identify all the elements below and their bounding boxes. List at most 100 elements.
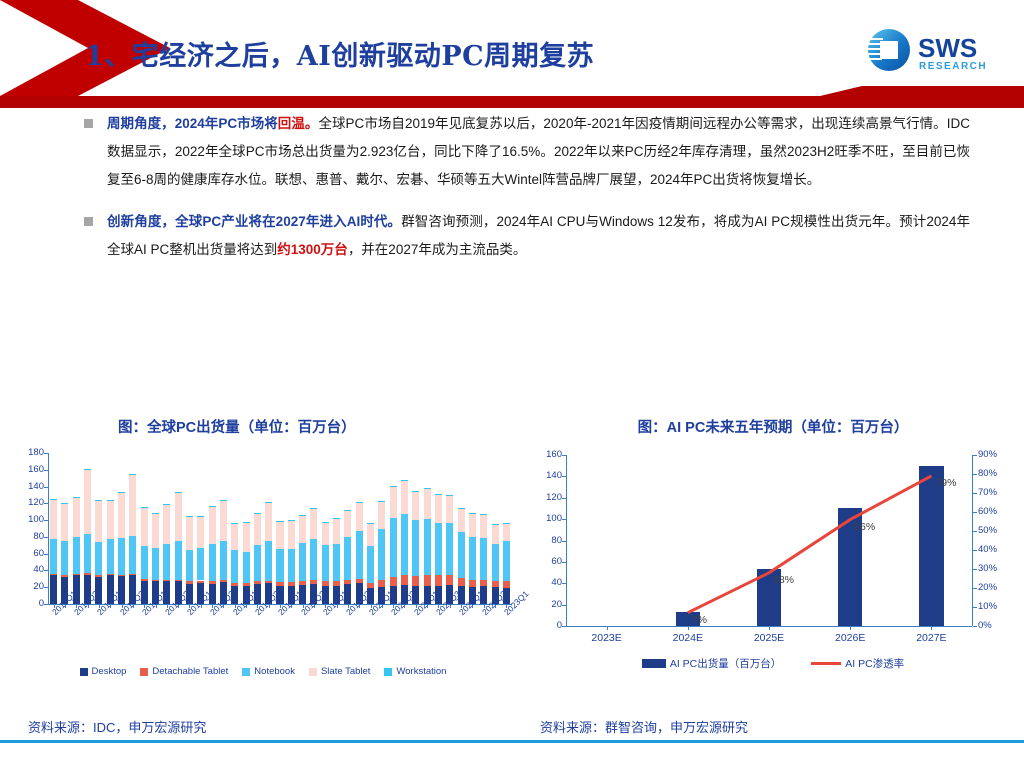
bar-segment [197, 547, 205, 581]
chart-right-legend: AI PC出货量（百万台） AI PC渗透率 [530, 656, 1016, 671]
bar-segment [287, 520, 295, 521]
bar-segment [50, 573, 58, 576]
bar-segment [50, 499, 58, 539]
bar-segment [310, 507, 318, 509]
y-tick-label-right: 90% [978, 449, 998, 460]
y-tick-mark-left [562, 604, 566, 606]
x-tick-mark [189, 605, 191, 608]
y-tick-mark [44, 520, 48, 522]
bar-segment [434, 494, 442, 495]
bar-segment [174, 541, 182, 580]
x-tick-mark [483, 605, 485, 608]
bar-segment [208, 505, 216, 507]
x-tick-mark [246, 605, 248, 608]
bullet-2-lead-blue: 创新角度，全球PC产业将在2027年进入AI时代。 [107, 214, 402, 229]
x-tick-mark [87, 605, 89, 608]
legend-item: Slate Tablet [308, 666, 371, 677]
bar-segment [140, 506, 148, 508]
legend-bar-icon [641, 659, 666, 668]
legend-item: Notebook [242, 666, 295, 677]
data-label: 79% [935, 476, 957, 489]
bar-segment [491, 580, 499, 588]
bar-segment [400, 574, 408, 585]
bar-segment [129, 536, 137, 574]
bar-segment [197, 516, 205, 548]
chart-left-legend: Desktop Detachable Tablet Notebook Slate Ta… [8, 666, 518, 677]
bar-segment [446, 495, 454, 523]
bar-segment [457, 508, 465, 510]
bar-segment [253, 512, 261, 514]
bar-segment [491, 587, 499, 604]
bar-segment [287, 548, 295, 583]
bar-segment [163, 581, 171, 604]
bar-segment [276, 520, 284, 522]
bar-segment [480, 515, 488, 538]
y-tick-label: 0 [38, 598, 44, 609]
bar-segment [480, 579, 488, 587]
bar-segment [72, 536, 80, 574]
bar-segment [163, 504, 171, 505]
footer-divider [0, 740, 1024, 743]
x-tick-mark [370, 605, 372, 608]
x-tick-mark [200, 605, 202, 608]
bar-segment [446, 494, 454, 496]
bullet-1-lead-red: 回温。 [277, 116, 319, 131]
x-tick-mark [121, 605, 123, 608]
x-tick-mark [280, 605, 281, 608]
bar-segment [457, 531, 465, 578]
bar-segment [95, 499, 103, 501]
svg-text:SWS: SWS [918, 33, 977, 63]
sws-research-logo: SWS RESEARCH [866, 26, 1006, 76]
bar-segment [163, 544, 171, 580]
y-tick-label: 140 [28, 480, 44, 492]
bar-segment [197, 580, 205, 584]
bar-segment [61, 577, 69, 604]
bar-segment [95, 577, 103, 604]
bar-segment [231, 585, 239, 604]
source-right: 资料来源：群智咨询，申万宏源研究 [540, 720, 749, 735]
bullet-item: 周期角度，2024年PC市场将回温。全球PC市场自2019年见底复苏以后，202… [0, 110, 1024, 194]
y-tick-label-right: 0% [978, 620, 992, 631]
y-tick-label: 40 [33, 564, 44, 576]
x-tick-mark [155, 605, 157, 608]
bar-segment [310, 579, 318, 584]
slide-footer: 资料来源：IDC，申万宏源研究 资料来源：群智咨询，申万宏源研究 [0, 708, 1024, 768]
x-tick-mark [144, 605, 146, 608]
legend-label: Slate Tablet [320, 666, 371, 677]
bar-segment [265, 580, 273, 584]
y-tick-label-left: 100 [546, 513, 562, 525]
bar-segment [446, 522, 454, 575]
y-tick-mark-right [973, 626, 977, 627]
y-tick-label: 180 [28, 447, 44, 458]
y-tick-mark [44, 570, 48, 572]
bar-segment [242, 585, 250, 604]
y-tick-label-right: 80% [978, 468, 998, 479]
slide-header: 1、宅经济之后，AI创新驱动PC周期复苏 SWS RESEARCH [0, 0, 1024, 108]
bar-segment [457, 586, 465, 604]
bar-segment [491, 525, 499, 544]
bar-segment [265, 502, 273, 504]
x-tick-mark [687, 627, 689, 630]
bar-segment [152, 512, 160, 514]
legend-label: Workstation [396, 666, 447, 677]
bar-segment [423, 488, 431, 490]
x-tick-mark [325, 605, 327, 608]
bar-segment [355, 503, 363, 531]
bar-segment [174, 491, 182, 493]
slide-body: 周期角度，2024年PC市场将回温。全球PC市场自2019年见底复苏以后，202… [0, 110, 1024, 278]
bar-segment [140, 507, 148, 547]
bar-segment [389, 586, 397, 604]
bar-segment [389, 577, 397, 587]
bar-segment [84, 574, 92, 604]
x-tick-mark [313, 605, 315, 608]
bar-segment [502, 588, 510, 604]
bar-segment [321, 581, 329, 586]
y-tick-label-left: 60 [551, 555, 562, 567]
x-tick-mark [381, 605, 383, 608]
y-tick-label-left: 140 [546, 470, 562, 482]
bar-segment [129, 575, 137, 604]
bar-segment [333, 581, 341, 586]
bar-segment [185, 550, 193, 582]
bar-segment [219, 582, 227, 604]
y-tick-label: 160 [28, 463, 44, 475]
